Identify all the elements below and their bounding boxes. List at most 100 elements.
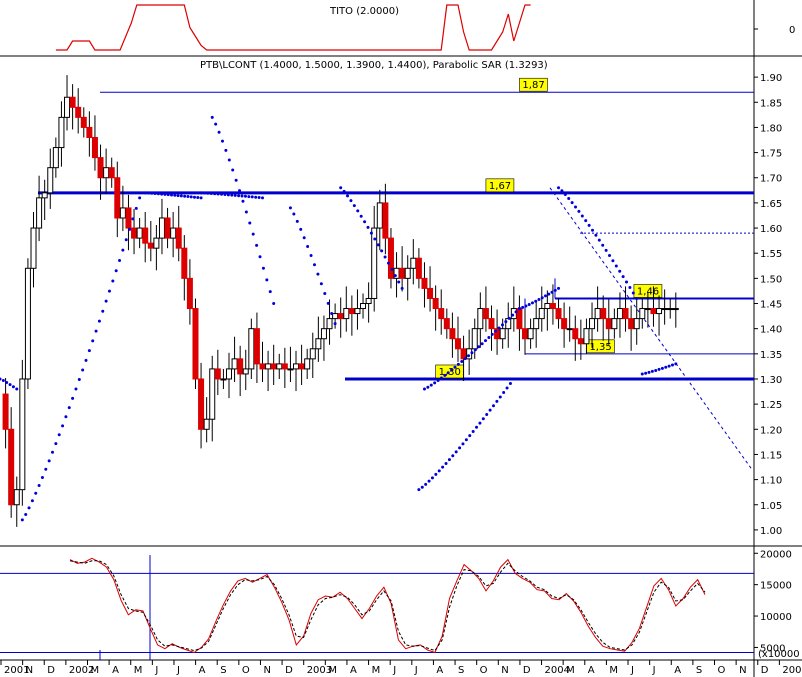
- sar-dot: [430, 476, 434, 480]
- sar-dot: [426, 385, 430, 389]
- candle-body: [438, 308, 445, 320]
- sar-dot: [352, 204, 356, 208]
- sar-dot: [625, 280, 629, 284]
- candle-body: [583, 328, 590, 345]
- sar-dot: [202, 191, 206, 195]
- sar-dot: [346, 194, 350, 198]
- candle-body: [231, 358, 238, 370]
- vol-ytick-label: 15000: [760, 581, 792, 592]
- candle-body: [125, 207, 132, 229]
- sar-dot: [439, 376, 443, 380]
- price-ytick-label: 1.75: [760, 149, 782, 160]
- sar-dot: [527, 302, 531, 306]
- x-tick-label: N: [739, 665, 746, 676]
- x-tick-label: A: [350, 665, 357, 676]
- candle-body: [650, 308, 657, 315]
- candle-body: [376, 202, 383, 229]
- sar-dot: [226, 193, 230, 197]
- sar-dot: [30, 499, 34, 503]
- sar-dot: [495, 399, 499, 403]
- sar-dot: [231, 168, 235, 172]
- sar-dot: [243, 194, 247, 198]
- sar-dot: [128, 227, 132, 231]
- sar-dot: [467, 354, 471, 358]
- candle-body: [58, 116, 65, 149]
- sar-dot: [471, 430, 475, 434]
- candle-body: [8, 428, 15, 506]
- sar-dot: [468, 434, 472, 438]
- sar-dot: [64, 415, 68, 419]
- sar-dot: [650, 369, 654, 373]
- price-ytick-label: 1.25: [760, 400, 782, 411]
- candle-body: [667, 308, 674, 311]
- sar-dot: [24, 512, 28, 516]
- candle-body: [248, 328, 255, 370]
- sar-dot: [436, 378, 440, 382]
- sar-dot: [349, 199, 353, 203]
- sar-dot: [524, 304, 528, 308]
- sar-dot: [376, 243, 380, 247]
- sar-dot: [199, 191, 203, 195]
- sar-dot: [104, 299, 108, 303]
- sar-dot: [618, 269, 622, 273]
- sar-dot: [319, 282, 323, 286]
- sar-dot: [250, 195, 254, 199]
- sar-dot: [614, 264, 618, 268]
- sar-dot: [591, 228, 595, 232]
- candle-body: [354, 308, 361, 315]
- sar-dot: [621, 275, 625, 279]
- candle-body: [186, 277, 193, 310]
- sar-dot: [223, 193, 227, 197]
- candle-body: [293, 363, 300, 370]
- sar-dot: [44, 467, 48, 471]
- x-tick-label: N: [26, 665, 33, 676]
- candle-body: [432, 297, 439, 310]
- price-ytick-label: 1.55: [760, 249, 782, 260]
- level-badge-label: 1,87: [522, 80, 544, 91]
- candle-body: [421, 277, 428, 289]
- sar-dot: [563, 192, 567, 196]
- candle-body: [237, 358, 244, 375]
- x-tick-label: M: [372, 665, 381, 676]
- x-tick-label: A: [436, 665, 443, 676]
- sar-dot: [504, 320, 508, 324]
- x-tick-label: O: [718, 665, 726, 676]
- candle-body: [639, 308, 646, 320]
- sar-dot: [475, 425, 479, 429]
- sar-dot: [397, 280, 401, 284]
- sar-dot: [386, 261, 390, 265]
- sar-dot: [540, 296, 544, 300]
- sar-dot: [383, 255, 387, 259]
- candle-body: [214, 368, 221, 380]
- sar-dot: [514, 310, 518, 314]
- candle-body: [337, 313, 344, 320]
- sar-dot: [433, 381, 437, 385]
- sar-dot: [118, 258, 122, 262]
- sar-dot: [480, 342, 484, 346]
- sar-dot: [390, 267, 394, 271]
- candle-body: [527, 328, 534, 340]
- sar-dot: [206, 191, 210, 195]
- sar-dot: [521, 305, 525, 309]
- sar-dot: [570, 201, 574, 205]
- candle-body: [505, 318, 512, 330]
- sar-dot: [594, 233, 598, 237]
- candle-body: [494, 328, 501, 340]
- sar-dot: [660, 366, 664, 370]
- candle-body: [522, 328, 529, 340]
- tito-line: [55, 4, 531, 51]
- sar-dot: [567, 196, 571, 200]
- sar-dot: [441, 465, 445, 469]
- sar-dot: [400, 286, 404, 290]
- candle-body: [103, 167, 110, 179]
- candle-body: [577, 338, 584, 345]
- sar-dot: [553, 288, 557, 292]
- sar-dot: [437, 469, 441, 473]
- sar-dot: [220, 192, 224, 196]
- candle-body: [561, 318, 568, 330]
- sar-dot: [429, 383, 433, 387]
- sar-dot: [316, 272, 320, 276]
- candle-body: [175, 227, 182, 249]
